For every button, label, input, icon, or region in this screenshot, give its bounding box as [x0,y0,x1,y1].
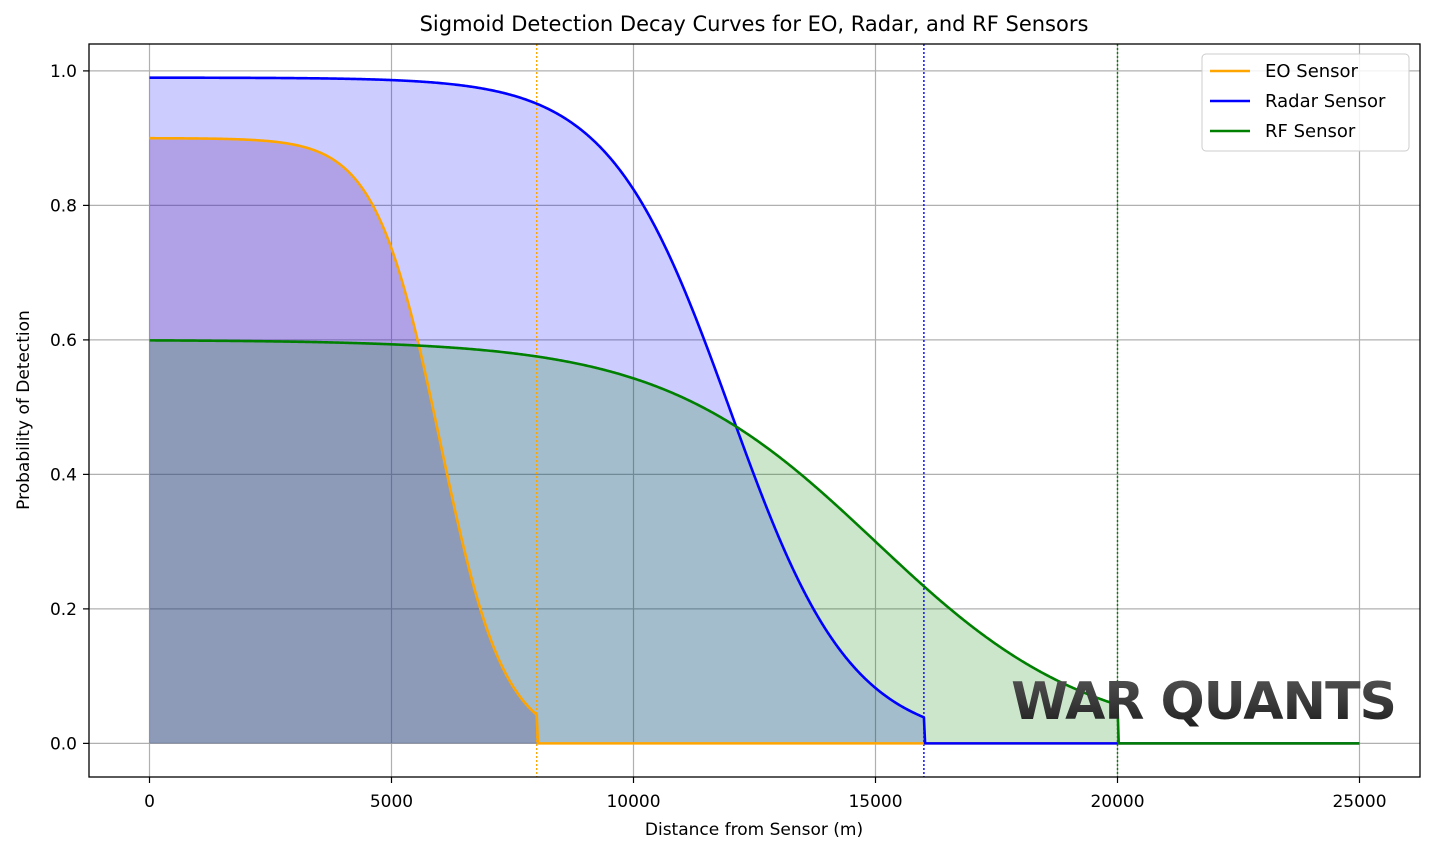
y-tick-label: 0.8 [50,196,77,216]
x-tick-label: 0 [144,792,155,812]
eo-sensor-legend-label: EO Sensor [1265,61,1359,82]
x-axis-ticks: 0 5000 10000 15000 20000 25000 [144,777,1387,812]
rf-sensor-line [149,339,1360,745]
series-fills [149,77,1360,744]
eo-sensor-fill [149,138,1360,744]
radar-sensor-fill [149,77,1360,744]
y-axis-ticks: 0.0 0.2 0.4 0.6 0.8 1.0 [50,62,89,754]
y-tick-label: 0.2 [50,600,77,620]
x-tick-label: 15000 [848,792,902,812]
series-curves [149,76,1360,745]
x-tick-label: 20000 [1090,792,1144,812]
x-tick-label: 25000 [1332,792,1386,812]
legend-frame [1201,53,1410,152]
x-axis-label: Distance from Sensor (m) [645,820,863,840]
y-tick-label: 0.4 [50,465,77,485]
watermark: WAR QUANTS [1011,672,1396,732]
y-tick-label: 0.0 [50,734,77,754]
chart-title: Sigmoid Detection Decay Curves for EO, R… [420,12,1089,36]
rf-sensor-fill [149,340,1360,744]
plot-frame [88,43,1421,778]
legend: EO Sensor Radar Sensor RF Sensor [1201,53,1410,152]
y-tick-label: 1.0 [50,62,77,82]
x-tick-label: 10000 [606,792,660,812]
y-tick-label: 0.6 [50,331,77,351]
radar-sensor-legend-label: Radar Sensor [1265,91,1386,112]
rf-sensor-legend-label: RF Sensor [1265,121,1356,142]
x-tick-label: 5000 [370,792,413,812]
y-axis-label: Probability of Detection [14,310,34,510]
